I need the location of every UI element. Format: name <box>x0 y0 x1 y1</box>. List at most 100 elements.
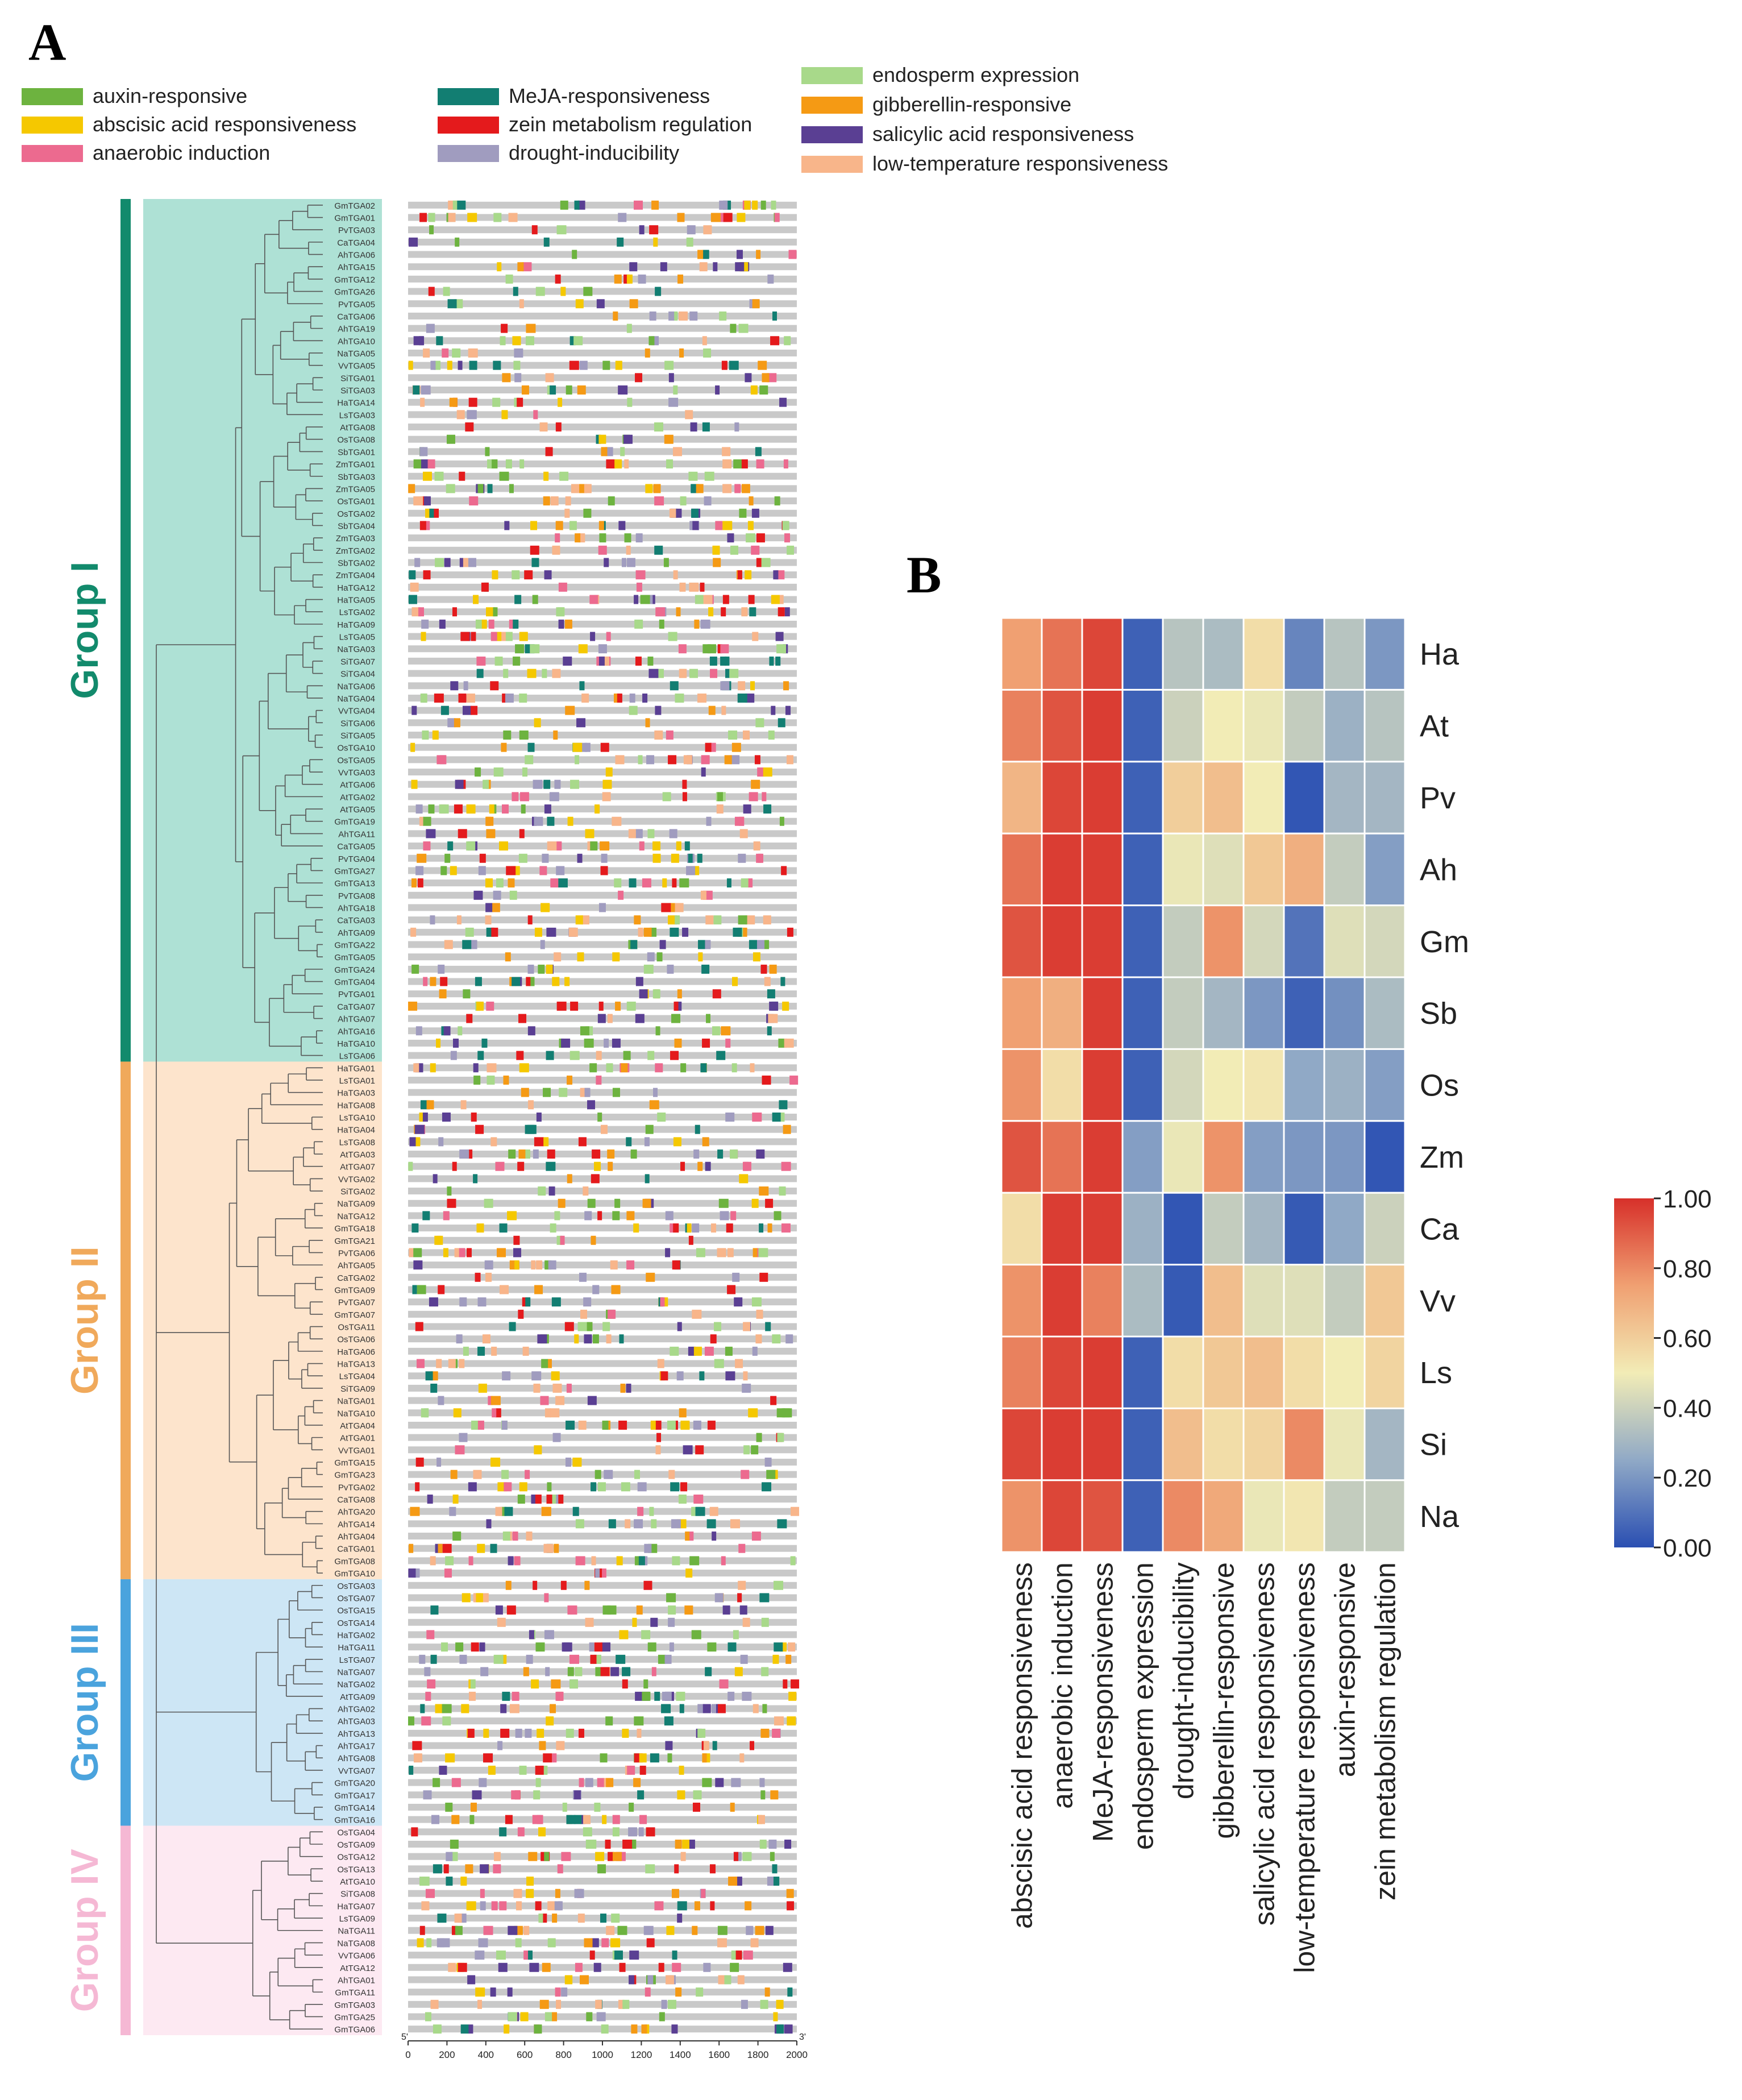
cis-element <box>583 1186 589 1196</box>
cis-element <box>638 755 643 765</box>
gene-label: OsTGA13 <box>337 1865 375 1874</box>
heatmap-cell <box>1202 688 1245 763</box>
gene-label: NaTGA01 <box>337 1397 375 1406</box>
cis-element <box>427 1495 433 1504</box>
cis-element <box>430 977 436 986</box>
promoter-line <box>408 399 797 406</box>
cis-element <box>546 1495 552 1504</box>
cis-element <box>659 619 664 629</box>
cis-element <box>769 656 774 666</box>
cis-element <box>493 890 501 900</box>
gene-label: AtTGA03 <box>340 1150 375 1160</box>
cis-element <box>645 1987 651 1997</box>
cis-element <box>595 1999 602 2009</box>
cis-element <box>577 952 584 962</box>
heatmap-row-label: Ah <box>1420 853 1457 887</box>
heatmap-cell <box>1081 1479 1124 1553</box>
cis-element <box>618 1999 625 2009</box>
gene-label: HaTGA08 <box>337 1101 375 1110</box>
cis-element <box>589 595 598 604</box>
cis-element <box>529 1630 534 1640</box>
promoter-line <box>408 214 797 221</box>
cis-element <box>762 792 767 802</box>
cis-element <box>612 1088 620 1097</box>
cis-element <box>457 200 466 210</box>
cis-element <box>485 915 492 925</box>
cis-element <box>751 779 760 789</box>
heatmap-cell <box>1121 904 1164 978</box>
cis-element <box>750 681 755 691</box>
cis-element <box>452 1038 459 1048</box>
promoter-line <box>408 1089 797 1096</box>
cis-element <box>684 841 690 851</box>
cis-element <box>755 1925 764 1935</box>
cis-element <box>635 656 642 666</box>
cis-element <box>514 373 522 383</box>
cis-element <box>501 1470 509 1479</box>
cis-element <box>570 779 580 789</box>
colorbar <box>1614 1198 1654 1547</box>
cis-element <box>513 1248 522 1257</box>
cis-element <box>556 225 567 235</box>
heatmap-cell <box>1041 1192 1083 1266</box>
cis-element <box>506 866 516 875</box>
cis-element <box>634 595 639 604</box>
promoter-line <box>408 411 797 418</box>
cis-element <box>677 1322 682 1331</box>
cis-element <box>456 915 462 925</box>
cis-element <box>642 878 651 888</box>
cis-element <box>522 767 528 777</box>
promoter-line <box>408 1175 797 1182</box>
cis-element <box>600 742 609 752</box>
cis-element <box>496 878 504 888</box>
cis-element <box>788 1691 797 1701</box>
legend-label: anaerobic induction <box>93 141 270 164</box>
cis-element <box>772 1728 781 1738</box>
cis-element <box>633 1223 639 1233</box>
cis-element <box>638 1556 645 1566</box>
cis-element <box>502 1691 510 1701</box>
cis-element <box>523 1667 529 1676</box>
cis-element <box>710 213 721 222</box>
cis-element <box>739 1174 749 1184</box>
heatmap-cell <box>1242 904 1285 978</box>
cis-element <box>589 1642 594 1652</box>
cis-element <box>760 200 766 210</box>
cis-element <box>555 422 562 432</box>
cis-element <box>430 1605 439 1615</box>
cis-element <box>466 693 475 703</box>
cis-element <box>780 977 785 986</box>
heatmap-cell <box>1323 1048 1366 1122</box>
gene-label: AhTGA16 <box>338 1027 375 1036</box>
cis-element <box>780 1642 787 1652</box>
gene-label: GmTGA27 <box>334 866 375 876</box>
cis-element <box>634 619 643 629</box>
cis-element <box>705 1667 712 1676</box>
cis-element <box>444 940 453 949</box>
cis-element <box>668 903 675 912</box>
cis-element <box>721 705 726 715</box>
gene-label: GmTGA20 <box>334 1779 375 1788</box>
cis-element <box>644 1543 652 1553</box>
cis-element <box>589 1063 597 1073</box>
cis-element <box>574 1334 579 1344</box>
gene-label: NaTGA05 <box>337 349 375 359</box>
group-label: Group III <box>63 1623 106 1782</box>
cis-element <box>697 1161 703 1171</box>
gene-label: GmTGA10 <box>334 1569 375 1579</box>
cis-element <box>466 1014 473 1023</box>
cis-element <box>491 1901 498 1911</box>
cis-element <box>743 1950 753 1960</box>
cis-element <box>413 385 420 395</box>
cis-element <box>527 1124 537 1134</box>
cis-element <box>509 890 517 900</box>
gene-label: GmTGA07 <box>334 1310 375 1320</box>
cis-element <box>537 1728 544 1738</box>
legend-label: zein metabolism regulation <box>509 113 752 136</box>
cis-element <box>460 1100 467 1110</box>
cis-element <box>643 1679 648 1689</box>
cis-element <box>753 841 760 851</box>
cis-element <box>477 1346 485 1356</box>
cis-element <box>635 570 646 580</box>
legend-swatch <box>438 145 499 162</box>
